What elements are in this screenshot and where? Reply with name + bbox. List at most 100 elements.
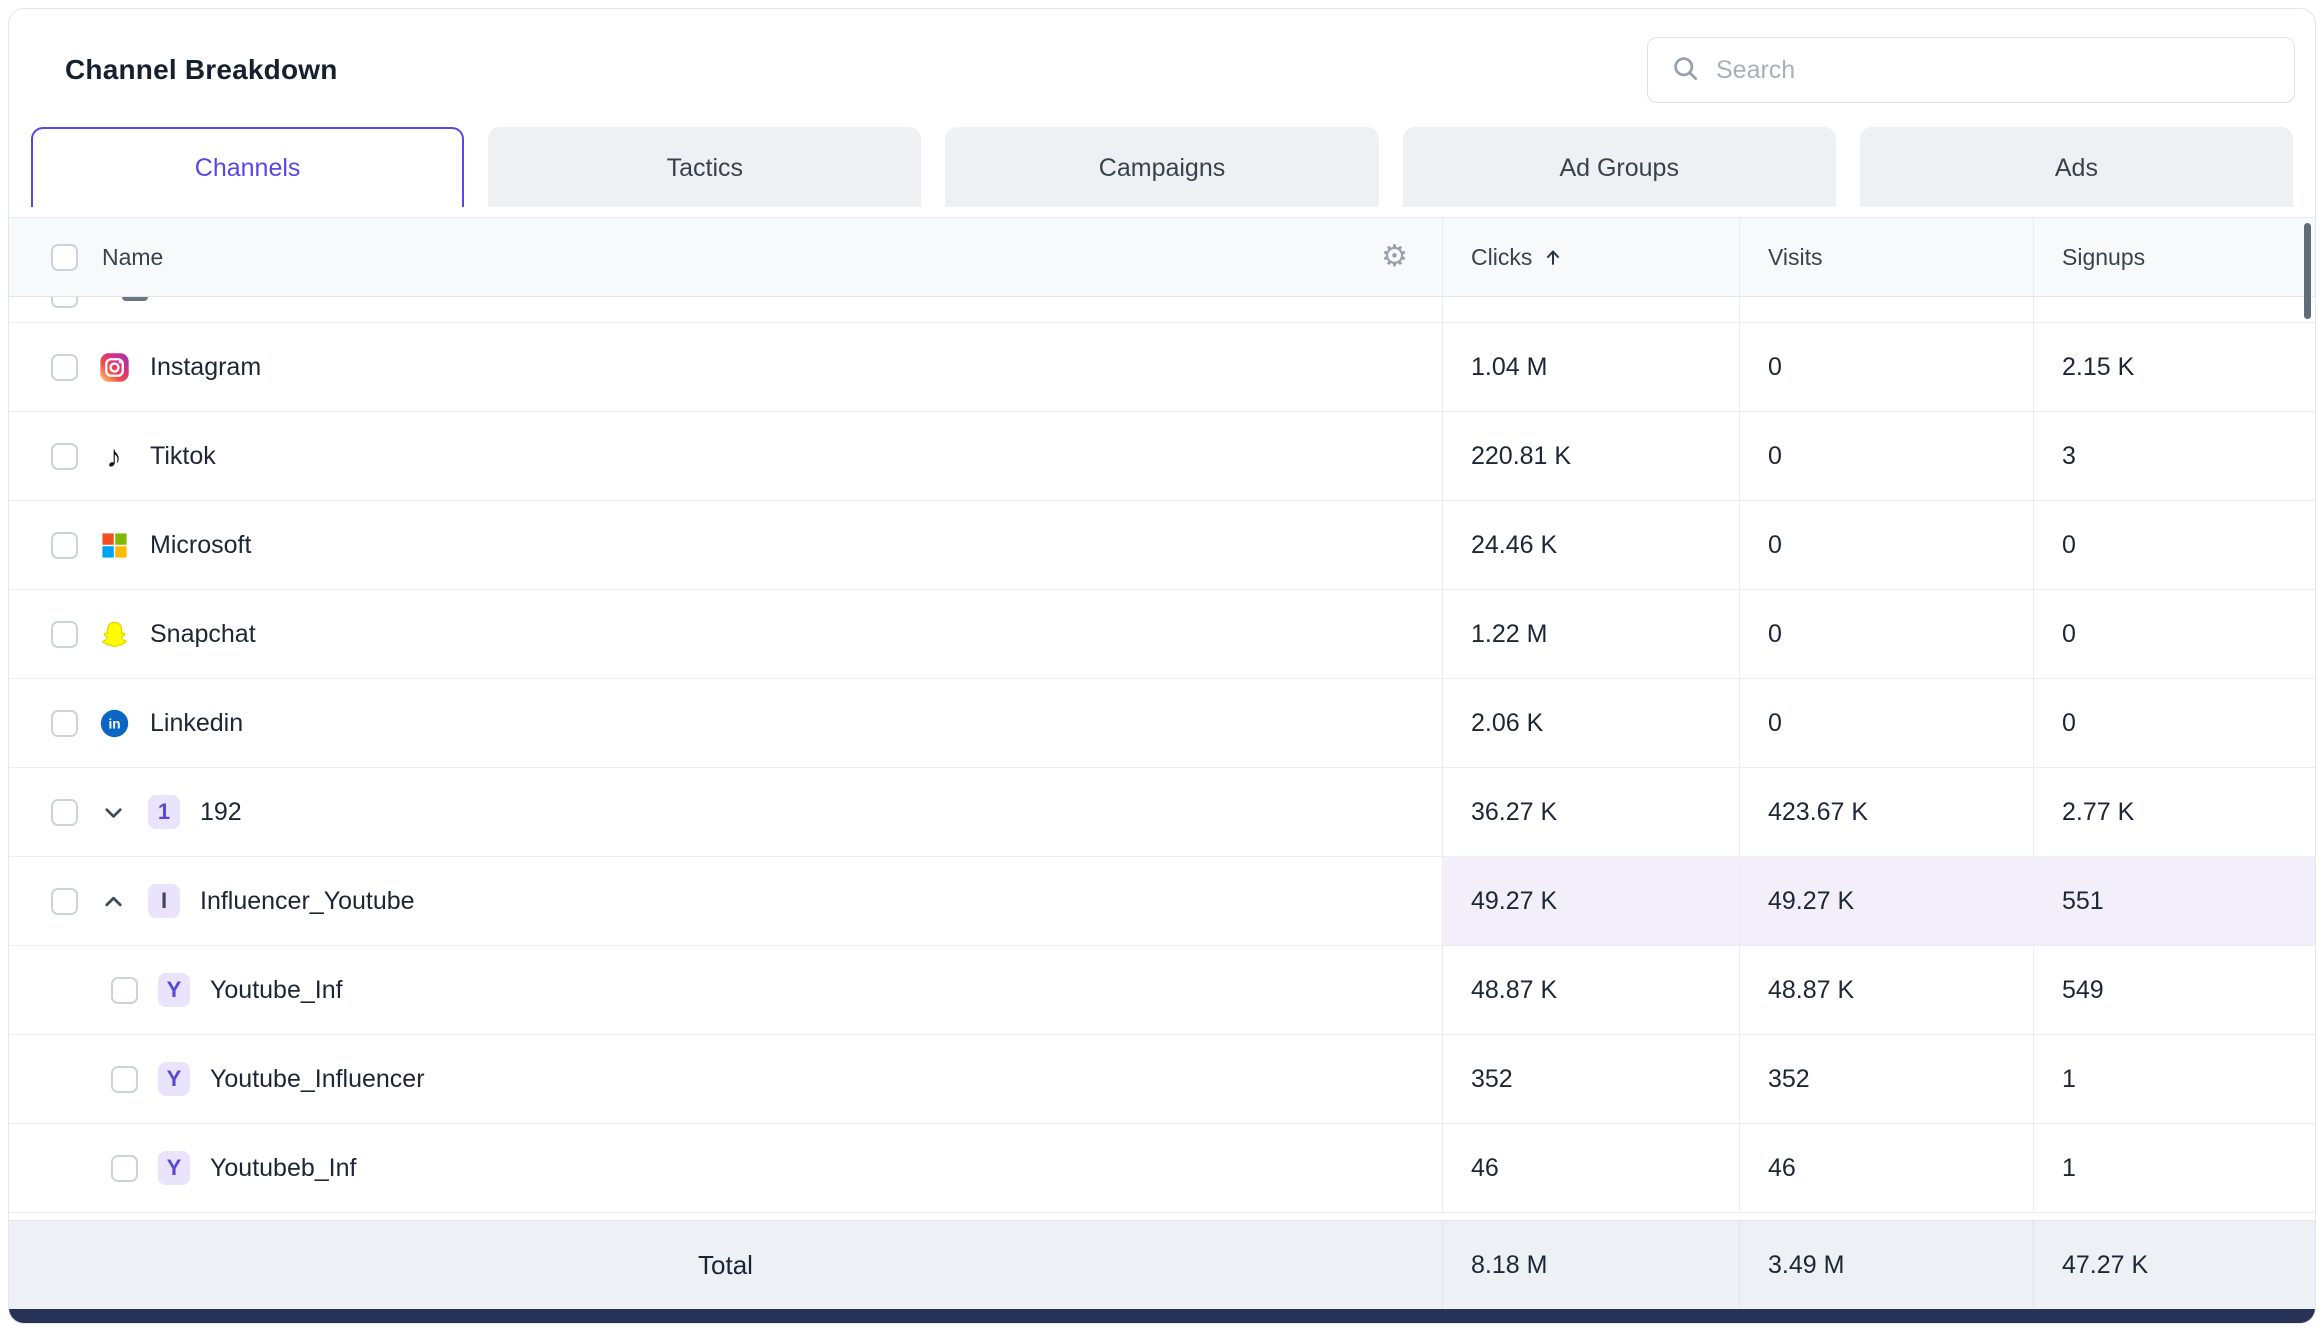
row-checkbox[interactable] xyxy=(51,532,78,559)
table-row[interactable]: Snapchat1.22 M00 xyxy=(9,590,2315,679)
tab-bar: Channels Tactics Campaigns Ad Groups Ads xyxy=(9,127,2315,207)
table-row[interactable]: YYoutubeb_Inf46461 xyxy=(9,1124,2315,1213)
table-row[interactable]: 119236.27 K423.67 K2.77 K xyxy=(9,768,2315,857)
row-badge: Y xyxy=(158,1151,190,1185)
row-visits: 0 xyxy=(1739,590,2033,678)
row-visits: 49.27 K xyxy=(1739,857,2033,945)
row-name: 192 xyxy=(200,798,242,827)
search-input[interactable] xyxy=(1716,56,2272,85)
row-signups: 0 xyxy=(2033,590,2315,678)
row-name: Snapchat xyxy=(150,620,256,649)
tab-campaigns[interactable]: Campaigns xyxy=(945,127,1378,207)
row-name-cell: Y Youtube_Influencer xyxy=(9,1035,1442,1123)
row-checkbox[interactable] xyxy=(111,1155,138,1182)
table-row[interactable]: YYoutube_Influencer3523521 xyxy=(9,1035,2315,1124)
row-visits: 0 xyxy=(1739,412,2033,500)
gear-icon[interactable]: ⚙ xyxy=(1381,242,1408,272)
row-name-cell: Y Youtube_Inf xyxy=(9,946,1442,1034)
row-checkbox[interactable] xyxy=(111,977,138,1004)
row-signups: 2.77 K xyxy=(2033,768,2315,856)
snapchat-icon xyxy=(98,619,130,650)
row-clicks: 1.22 M xyxy=(1442,590,1739,678)
row-checkbox[interactable] xyxy=(51,297,78,308)
row-name-cell: ♪ Tiktok xyxy=(9,412,1442,500)
row-clicks: 2.06 K xyxy=(1442,679,1739,767)
row-checkbox[interactable] xyxy=(51,443,78,470)
row-visits: 0 xyxy=(1739,501,2033,589)
select-all-checkbox[interactable] xyxy=(51,244,78,271)
row-name: Youtube_Inf xyxy=(210,976,343,1005)
row-clicks: 220.81 K xyxy=(1442,412,1739,500)
row-visits: 0 xyxy=(1739,679,2033,767)
row-name-cell: Snapchat xyxy=(9,590,1442,678)
tiktok-icon: ♪ xyxy=(98,441,130,472)
bottom-accent-bar xyxy=(9,1309,2315,1323)
row-clicks: 49.27 K xyxy=(1442,857,1739,945)
page-title: Channel Breakdown xyxy=(65,54,338,86)
table-row[interactable]: Microsoft24.46 K00 xyxy=(9,501,2315,590)
column-label-visits: Visits xyxy=(1768,244,1823,271)
row-checkbox[interactable] xyxy=(51,354,78,381)
row-visits: 352 xyxy=(1739,1035,2033,1123)
row-badge: Y xyxy=(158,973,190,1007)
table-row[interactable]: ♪Tiktok220.81 K03 xyxy=(9,412,2315,501)
row-name: Youtube_Influencer xyxy=(210,1065,425,1094)
row-name: Instagram xyxy=(150,353,261,382)
row-signups: 2.15 K xyxy=(2033,323,2315,411)
search-box[interactable] xyxy=(1647,37,2295,103)
column-header-signups[interactable]: Signups xyxy=(2033,218,2315,296)
chevron-up-icon[interactable] xyxy=(98,888,128,915)
row-checkbox[interactable] xyxy=(51,710,78,737)
row-clicks: 352 xyxy=(1442,1035,1739,1123)
column-header-clicks[interactable]: Clicks xyxy=(1442,218,1739,296)
row-signups: 0 xyxy=(2033,679,2315,767)
chevron-down-icon[interactable] xyxy=(98,799,128,826)
tab-tactics[interactable]: Tactics xyxy=(488,127,921,207)
linkedin-icon: in xyxy=(98,708,130,739)
column-header-visits[interactable]: Visits xyxy=(1739,218,2033,296)
column-label-name: Name xyxy=(102,244,163,271)
row-badge: I xyxy=(148,884,180,918)
row-visits: 48.87 K xyxy=(1739,946,2033,1034)
row-signups: 0 xyxy=(2033,501,2315,589)
table-row[interactable]: inLinkedin2.06 K00 xyxy=(9,679,2315,768)
channel-icon xyxy=(122,297,148,301)
microsoft-icon xyxy=(98,531,130,560)
rows-container: Instagram1.04 M02.15 K♪Tiktok220.81 K03M… xyxy=(9,323,2315,1213)
table-row-partial[interactable] xyxy=(9,297,2315,323)
row-name: Microsoft xyxy=(150,531,251,560)
row-signups: 549 xyxy=(2033,946,2315,1034)
tab-ad-groups[interactable]: Ad Groups xyxy=(1403,127,1836,207)
row-visits: 0 xyxy=(1739,323,2033,411)
tab-ads[interactable]: Ads xyxy=(1860,127,2293,207)
total-row: Total 8.18 M 3.49 M 47.27 K xyxy=(9,1220,2315,1309)
sort-asc-icon xyxy=(1542,246,1564,268)
table-row[interactable]: IInfluencer_Youtube49.27 K49.27 K551 xyxy=(9,857,2315,946)
column-header-name: Name ⚙ xyxy=(9,218,1442,296)
table-row[interactable]: YYoutube_Inf48.87 K48.87 K549 xyxy=(9,946,2315,1035)
table-row[interactable]: Instagram1.04 M02.15 K xyxy=(9,323,2315,412)
row-signups: 1 xyxy=(2033,1124,2315,1212)
row-checkbox[interactable] xyxy=(51,799,78,826)
row-name-cell: Instagram xyxy=(9,323,1442,411)
row-name: Tiktok xyxy=(150,442,216,471)
total-signups: 47.27 K xyxy=(2033,1221,2315,1309)
row-name-cell: in Linkedin xyxy=(9,679,1442,767)
row-name: Linkedin xyxy=(150,709,243,738)
table-header: Name ⚙ Clicks Visits Signups xyxy=(9,217,2315,297)
breakdown-table: Name ⚙ Clicks Visits Signups xyxy=(9,217,2315,1309)
row-checkbox[interactable] xyxy=(111,1066,138,1093)
row-name-cell: 1192 xyxy=(9,768,1442,856)
row-clicks: 48.87 K xyxy=(1442,946,1739,1034)
row-visits: 423.67 K xyxy=(1739,768,2033,856)
tab-channels[interactable]: Channels xyxy=(31,127,464,207)
total-label: Total xyxy=(9,1221,1442,1309)
scrollbar-thumb[interactable] xyxy=(2304,223,2311,319)
channel-breakdown-card: Channel Breakdown Channels Tactics Campaig… xyxy=(8,8,2316,1324)
row-checkbox[interactable] xyxy=(51,621,78,648)
row-badge: Y xyxy=(158,1062,190,1096)
row-checkbox[interactable] xyxy=(51,888,78,915)
row-signups: 1 xyxy=(2033,1035,2315,1123)
row-visits: 46 xyxy=(1739,1124,2033,1212)
instagram-icon xyxy=(98,352,130,383)
